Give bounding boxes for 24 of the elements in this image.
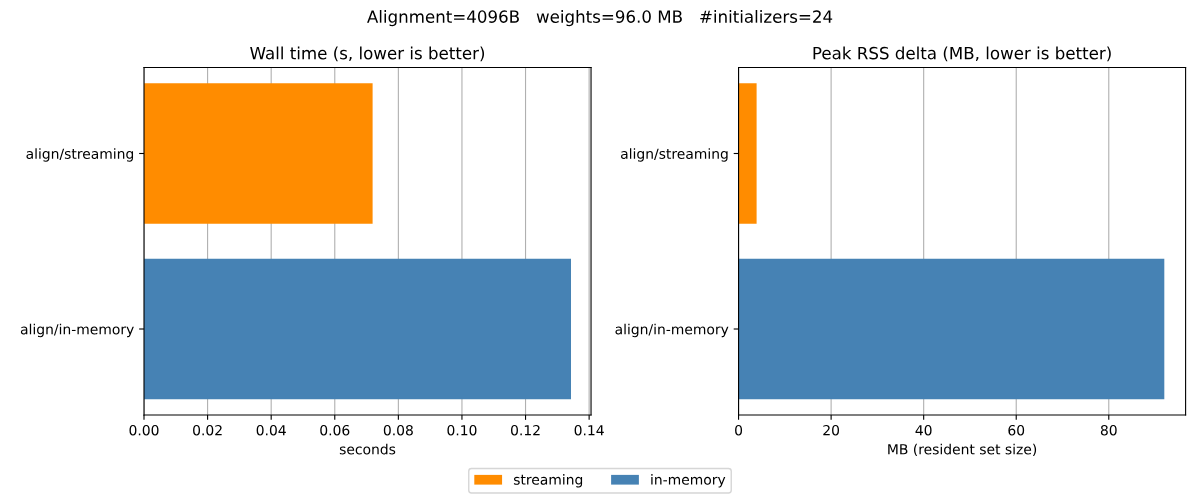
x-tick-label: 0 — [735, 424, 743, 436]
legend-label: streaming — [513, 474, 583, 488]
text: Alignment=4096B weights=96.0 MB #initializers=24 — [367, 10, 833, 27]
x-tick-label: 0.12 — [510, 424, 540, 436]
x-axis-title: seconds — [339, 443, 396, 455]
x-tick-label: 0.04 — [256, 424, 286, 436]
x-tick-label: 20 — [823, 424, 840, 436]
legend-label: in-memory — [651, 474, 726, 488]
x-tick-label: 0.08 — [383, 424, 413, 436]
x-tick-label: 80 — [1100, 424, 1117, 436]
x-tick-label: 60 — [1008, 424, 1025, 436]
x-tick-label: 0.00 — [129, 424, 159, 436]
x-axis-title: MB (resident set size) — [888, 443, 1037, 457]
chart-title: Peak RSS delta (MB, lower is better) — [813, 46, 1111, 62]
y-tick-label: align/in-memory — [20, 323, 134, 338]
x-tick-label: 0.02 — [193, 424, 222, 436]
x-tick-label: 0.10 — [447, 424, 477, 436]
y-tick-label: align/streaming — [621, 148, 728, 162]
x-tick-label: 0.14 — [574, 424, 604, 436]
chart-title: Wall time (s, lower is better) — [250, 46, 485, 62]
x-tick-label: 0.06 — [320, 424, 350, 436]
y-tick-label: align/in-memory — [615, 323, 729, 338]
y-tick-label: align/streaming — [26, 148, 134, 162]
x-tick-label: 40 — [915, 424, 932, 436]
